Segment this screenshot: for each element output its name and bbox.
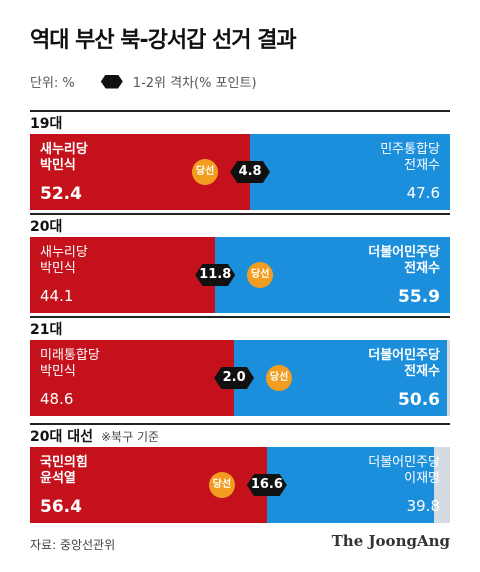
- left-party-label: 국민의힘: [40, 455, 88, 470]
- gap-legend-label: 1-2위 격차(% 포인트): [132, 76, 257, 91]
- right-value-label: 50.6: [398, 390, 440, 410]
- left-value-label: 44.1: [40, 287, 74, 305]
- winner-badge: 당선: [208, 472, 235, 498]
- left-party-label: 미래통합당: [40, 348, 100, 363]
- left-candidate-bar: [30, 340, 235, 416]
- election-label: 19대: [30, 110, 450, 134]
- election-label: 21대: [30, 316, 450, 340]
- source-label: 자료: 중앙선관위: [30, 538, 116, 552]
- right-candidate-name: 전재수: [404, 364, 440, 379]
- left-candidate-bar: [30, 237, 216, 313]
- election-note: ※북구 기준: [101, 430, 160, 444]
- left-value-label: 48.6: [40, 390, 74, 408]
- brand-logo: The JoongAng: [331, 532, 450, 550]
- right-candidate-bar: [266, 447, 435, 523]
- left-candidate-name: 윤석열: [40, 471, 76, 486]
- winner-badge: 당선: [192, 159, 219, 185]
- right-value-label: 47.6: [406, 184, 440, 202]
- left-candidate-name: 박민식: [40, 364, 76, 379]
- right-party-label: 더불어민주당: [368, 348, 440, 363]
- right-party-label: 더불어민주당: [368, 245, 440, 260]
- right-candidate-bar: [250, 134, 450, 210]
- gap-hexagon-label: 11.8: [195, 264, 236, 286]
- right-candidate-name: 전재수: [404, 158, 440, 173]
- left-party-label: 새누리당: [40, 245, 88, 260]
- right-value-label: 55.9: [398, 287, 440, 307]
- left-candidate-name: 박민식: [40, 158, 76, 173]
- result-bar: 새누리당 박민식 52.4 민주통합당 전재수 47.6 4.8 당선: [30, 134, 450, 210]
- result-bar: 미래통합당 박민식 48.6 더불어민주당 전재수 50.6 2.0 당선: [30, 340, 450, 416]
- election-label: 20대: [30, 213, 450, 237]
- left-party-label: 새누리당: [40, 142, 88, 157]
- left-value-label: 56.4: [40, 497, 82, 517]
- result-bar: 국민의힘 윤석열 56.4 더불어민주당 이재명 39.8 16.6 당선: [30, 447, 450, 523]
- winner-badge: 당선: [247, 262, 274, 288]
- election-label: 20대 대선 ※북구 기준: [30, 423, 450, 447]
- right-candidate-name: 전재수: [404, 261, 440, 276]
- right-candidate-name: 이재명: [404, 471, 440, 486]
- unit-label: 단위: %: [30, 76, 75, 91]
- left-value-label: 52.4: [40, 184, 82, 204]
- right-value-label: 39.8: [406, 497, 440, 515]
- gap-hexagon-label: 2.0: [214, 367, 255, 389]
- right-party-label: 더불어민주당: [368, 455, 440, 470]
- gap-hexagon-label: 4.8: [230, 161, 271, 183]
- left-candidate-name: 박민식: [40, 261, 76, 276]
- legend: 단위: % 1-2위 격차(% 포인트): [30, 72, 257, 91]
- winner-badge: 당선: [266, 365, 293, 391]
- gap-hexagon-icon: [100, 74, 123, 89]
- chart-title: 역대 부산 북-강서갑 선거 결과: [30, 28, 297, 53]
- right-party-label: 민주통합당: [380, 142, 440, 157]
- gap-hexagon-label: 16.6: [246, 474, 287, 496]
- result-bar: 새누리당 박민식 44.1 더불어민주당 전재수 55.9 11.8 당선: [30, 237, 450, 313]
